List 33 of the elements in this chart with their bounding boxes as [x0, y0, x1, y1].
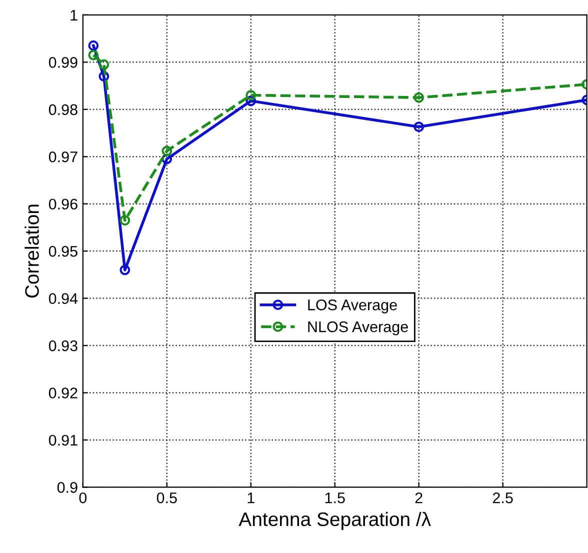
point	[120, 264, 130, 276]
point	[88, 50, 99, 60]
point	[162, 154, 172, 164]
legend-label: NLOS Average	[308, 321, 408, 336]
point	[246, 90, 256, 100]
y-tick-label: 0.94	[48, 293, 78, 304]
point	[414, 92, 424, 103]
x-tick-label: 2.5	[492, 492, 513, 504]
y-axis-title: Correlation	[24, 204, 39, 298]
x-tick-label: 1	[248, 492, 254, 504]
point	[98, 59, 110, 70]
y-tick-label: 0.97	[48, 151, 78, 162]
y-tick-label: 0.92	[48, 388, 78, 398]
point	[88, 40, 99, 51]
x-tick-label: 0.5	[156, 492, 177, 504]
x-axis-title: Antenna Separation /λ	[238, 512, 431, 530]
x-tick-label: 1.5	[325, 492, 345, 504]
point	[246, 96, 256, 106]
point	[414, 122, 424, 132]
x-tick-label: 0	[79, 492, 87, 504]
legend-label: LOS Average	[308, 300, 397, 314]
point	[120, 215, 130, 226]
y-tick-label: 0.93	[48, 340, 78, 352]
y-tick-label: 0.9	[57, 482, 78, 493]
y-tick-label: 0.95	[48, 246, 78, 257]
y-tick-label: 0.99	[48, 57, 78, 68]
y-tick-label: 0.91	[48, 434, 78, 446]
point	[162, 146, 172, 156]
x-tick-label: 2	[415, 492, 422, 504]
y-tick-label: 0.98	[48, 104, 78, 116]
y-tick-label: 1	[70, 10, 78, 20]
point	[98, 71, 110, 82]
y-tick-label: 0.96	[48, 198, 78, 210]
